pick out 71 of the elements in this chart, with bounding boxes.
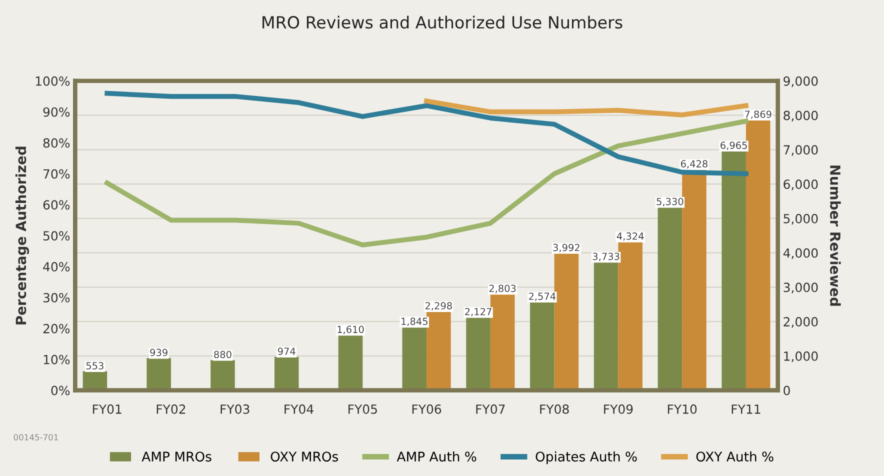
data-label: 2,127: [465, 308, 492, 316]
data-label: 553: [86, 362, 104, 370]
x-tick-label: FY10: [668, 404, 697, 414]
y-tick-label: 100%: [36, 76, 70, 86]
data-label: 2,298: [425, 302, 452, 310]
y-tick-label: 60%: [43, 200, 70, 210]
x-tick-label: FY06: [412, 404, 442, 414]
bar: [426, 311, 451, 390]
y-tick-label: 70%: [44, 169, 70, 179]
data-label: 880: [214, 350, 232, 358]
y-tick-label: 20%: [43, 324, 70, 334]
data-label: 2,803: [489, 284, 516, 294]
y-tick-label: 40%: [43, 262, 70, 272]
y2-tick-label: 1,000: [784, 351, 818, 362]
y2-tick-label: 6,000: [784, 180, 818, 190]
data-label: 5,330: [656, 198, 684, 206]
y2-tick-label: 0: [784, 386, 790, 396]
y2-tick-label: 3,000: [784, 282, 818, 294]
bar: [466, 317, 490, 390]
x-tick-label: FY09: [604, 404, 633, 414]
bar: [658, 207, 682, 390]
y-tick-label: 10%: [44, 354, 70, 364]
y2-tick-label: 4,000: [783, 248, 818, 260]
y-tick-label: 80%: [43, 138, 70, 148]
y2-tick-label: 5,000: [784, 214, 818, 225]
y2-tick-label: 9,000: [784, 76, 818, 88]
y-tick-label: 50%: [43, 231, 70, 241]
x-tick-label: FY03: [220, 404, 250, 414]
bar: [722, 150, 746, 390]
data-label: 2,574: [528, 292, 556, 301]
data-label: 939: [150, 348, 168, 356]
legend-label: OXY MROs: [270, 452, 338, 462]
x-tick-label: FY01: [92, 404, 122, 414]
x-tick-label: FY04: [284, 404, 314, 414]
bar: [490, 294, 515, 390]
bar: [594, 262, 618, 390]
data-label: 1,610: [338, 326, 364, 334]
y2-axis-title: Number Reviewed: [830, 166, 841, 306]
data-label: 974: [278, 348, 296, 355]
bar: [682, 169, 706, 390]
x-tick-label: FY05: [348, 404, 377, 414]
bar: [554, 253, 579, 390]
legend-label: AMP MROs: [142, 452, 212, 462]
y-tick-label: 0%: [51, 386, 70, 396]
y-tick-label: 90%: [43, 107, 70, 117]
legend-label: AMP Auth %: [396, 451, 476, 462]
legend-label: OXY Auth %: [696, 451, 774, 462]
x-tick-label: FY07: [476, 404, 505, 414]
x-tick-label: FY08: [540, 404, 569, 414]
bar: [338, 334, 363, 390]
y2-tick-label: 8,000: [784, 110, 818, 122]
data-label: 6,965: [720, 142, 747, 150]
bar: [402, 326, 427, 390]
data-label: 3,733: [592, 252, 620, 262]
data-label: 7,869: [744, 110, 772, 119]
y-axis-title: Percentage Authorized: [15, 146, 29, 324]
data-label: 6,428: [680, 160, 708, 168]
data-label: 3,992: [553, 244, 580, 252]
bar: [618, 242, 642, 390]
data-label: 1,845: [402, 318, 428, 326]
x-tick-label: FY11: [732, 404, 760, 414]
y2-tick-label: 2,000: [784, 317, 818, 328]
x-tick-label: FY02: [156, 404, 186, 414]
y-tick-label: 30%: [43, 292, 70, 302]
bar: [746, 120, 770, 390]
y2-tick-label: 7,000: [784, 145, 818, 156]
chart-title: MRO Reviews and Authorized Use Numbers: [262, 16, 622, 29]
legend-label: Opiates Auth %: [536, 451, 637, 464]
data-label: 4,324: [616, 232, 644, 241]
text: 00145-701: [14, 434, 58, 440]
bar: [530, 302, 554, 390]
